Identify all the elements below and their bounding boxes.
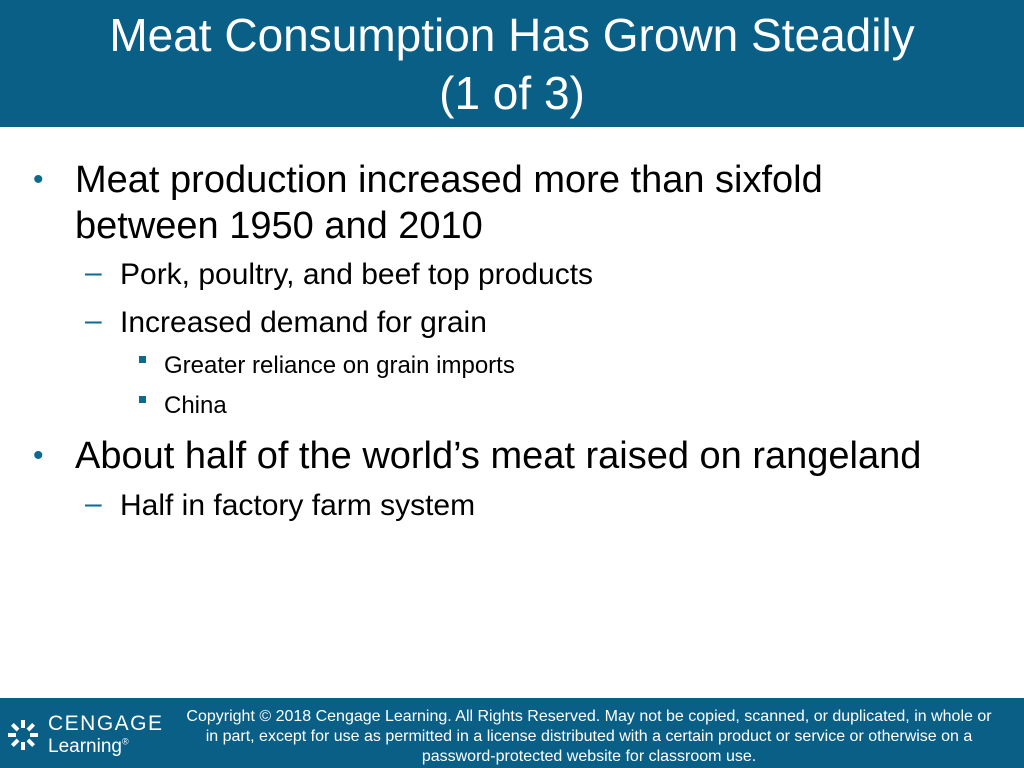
copyright-notice: Copyright © 2018 Cengage Learning. All R…	[158, 707, 1020, 767]
sub-sub-bullet-text: Greater reliance on grain imports	[164, 352, 515, 379]
dash-marker-icon: –	[85, 487, 102, 520]
sub-sub-bullet-1: Greater reliance on grain imports	[139, 351, 515, 381]
bullet-item-1: • Meat production increased more than si…	[33, 157, 975, 249]
square-bullet-icon	[139, 356, 146, 363]
copyright-line-2: in part, except for use as permitted in …	[205, 728, 973, 745]
copyright-line-3: password-protected website for classroom…	[421, 748, 757, 765]
dash-marker-icon: –	[85, 256, 102, 289]
sub-sub-bullet-2: China	[139, 391, 227, 421]
bullet-item-2: • About half of the world’s meat raised …	[33, 433, 975, 479]
sub-bullet-text: Pork, poultry, and beef top products	[120, 258, 594, 291]
logo-wordmark-cengage: CENGAGE	[48, 712, 164, 735]
logo-wordmark-learning: Learning®	[48, 736, 129, 758]
slide-content: • Meat production increased more than si…	[0, 127, 1024, 697]
sub-bullet-text: Half in factory farm system	[120, 489, 476, 522]
footer-bar: CENGAGE Learning® Copyright © 2018 Cenga…	[0, 698, 1024, 768]
copyright-line-1: Copyright © 2018 Cengage Learning. All R…	[186, 708, 992, 725]
logo-learning-text: Learning	[48, 736, 122, 757]
sub-sub-bullet-text: China	[164, 392, 227, 419]
bullet-1-line-1: Meat production increased more than sixf…	[75, 159, 823, 201]
bullet-dot-icon: •	[33, 439, 44, 472]
slide-title-line-2: (1 of 3)	[439, 67, 585, 119]
cengage-starburst-icon	[8, 720, 38, 750]
cengage-logo: CENGAGE Learning®	[6, 710, 162, 758]
slide-title-line-1: Meat Consumption Has Grown Steadily	[109, 9, 915, 61]
bullet-2-text: About half of the world’s meat raised on…	[75, 435, 922, 477]
title-bar: Meat Consumption Has Grown Steadily (1 o…	[0, 0, 1024, 127]
sub-bullet-text: Increased demand for grain	[120, 306, 487, 339]
sub-bullet-2-1: – Half in factory farm system	[85, 487, 476, 524]
dash-marker-icon: –	[85, 304, 102, 337]
bullet-1-line-2: between 1950 and 2010	[75, 205, 483, 247]
sub-bullet-1-2: – Increased demand for grain	[85, 304, 487, 341]
registered-mark: ®	[121, 736, 129, 747]
sub-bullet-1-1: – Pork, poultry, and beef top products	[85, 256, 594, 293]
bullet-dot-icon: •	[33, 163, 44, 196]
square-bullet-icon	[139, 396, 146, 403]
